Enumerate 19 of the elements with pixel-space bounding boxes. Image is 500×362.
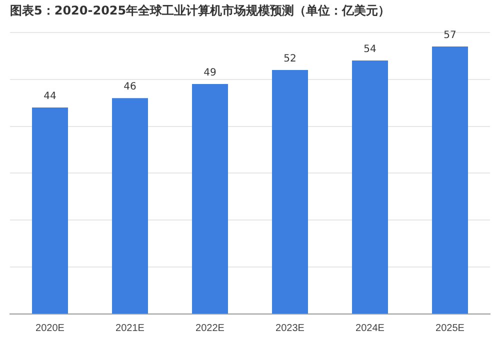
bar [112,98,148,314]
x-tick-label: 2025E [436,322,465,334]
bar [352,60,388,314]
data-label: 44 [44,91,56,102]
data-label: 57 [444,30,456,42]
x-tick-label: 2021E [116,322,145,334]
x-tick-label: 2023E [276,322,305,334]
data-label: 46 [124,82,136,93]
bar [432,46,468,314]
x-tick-label: 2024E [356,322,385,334]
bar [272,70,308,314]
bar [192,84,228,314]
x-tick-label: 2022E [196,322,225,334]
data-label: 52 [284,54,296,65]
bar [32,107,68,314]
data-label: 49 [204,68,216,79]
x-tick-label: 2020E [36,322,65,334]
chart-title: 图表5：2020-2025年全球工业计算机市场规模预测（单位：亿美元） [10,3,390,18]
data-label: 54 [364,44,376,56]
